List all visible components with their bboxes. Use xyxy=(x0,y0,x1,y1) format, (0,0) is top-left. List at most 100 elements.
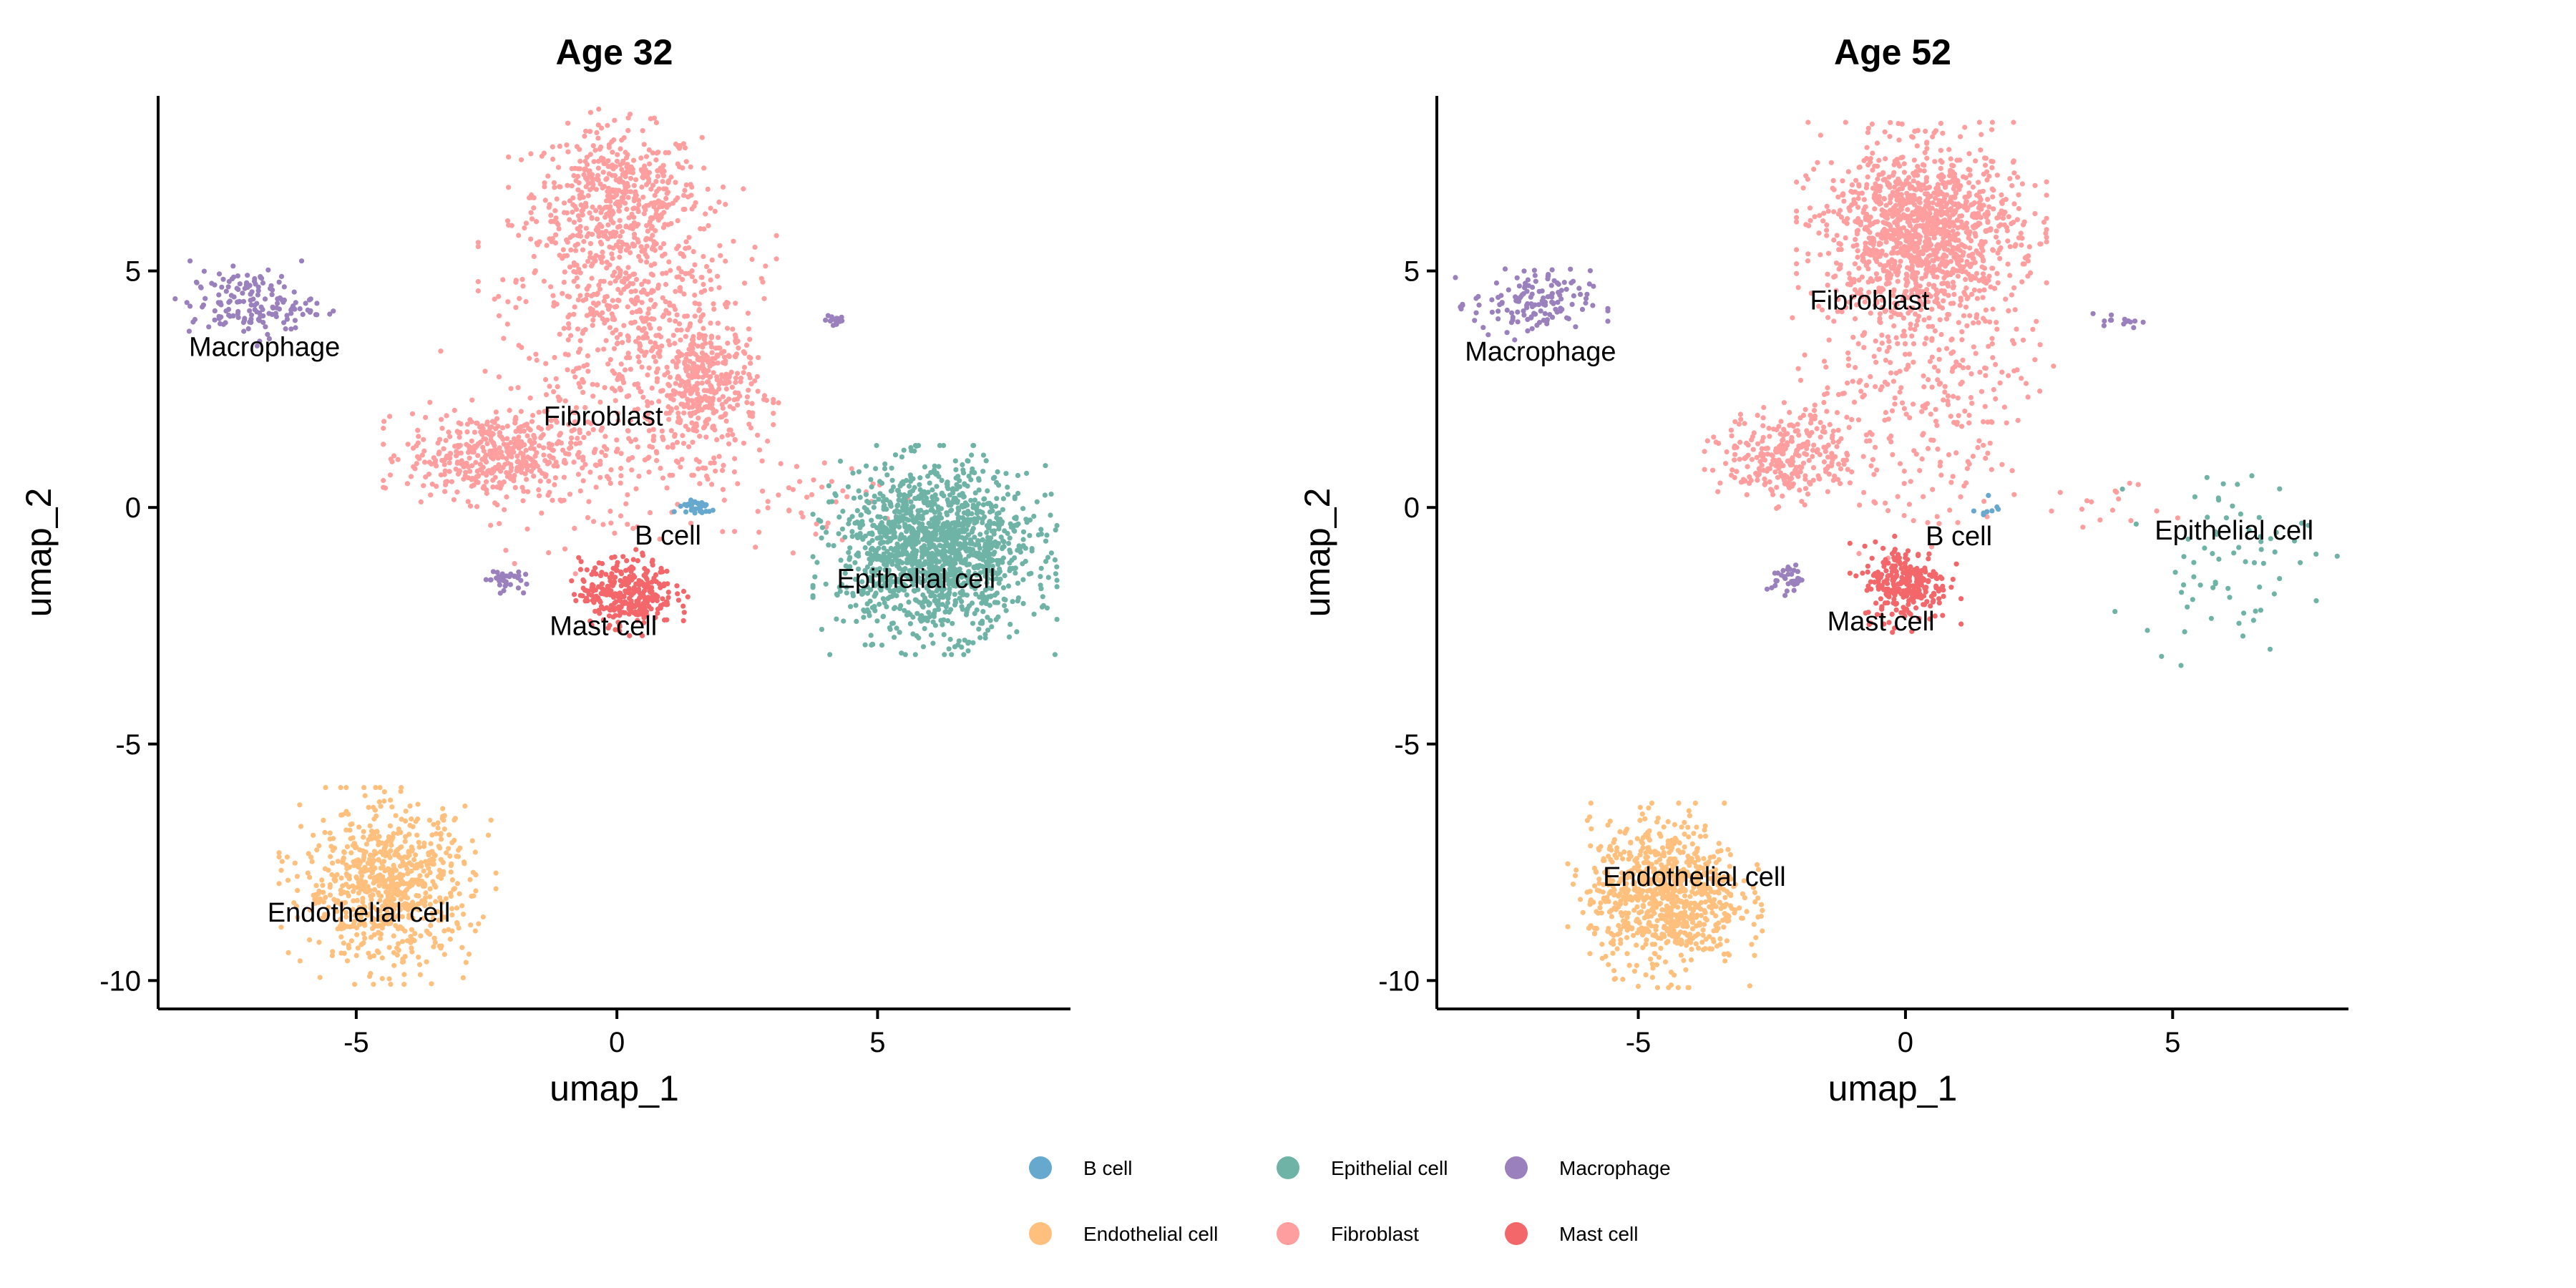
point-endothelial-cell xyxy=(447,853,453,859)
point-fibroblast xyxy=(840,488,846,494)
point-epithelial-cell xyxy=(874,443,879,449)
point-fibroblast xyxy=(601,346,607,352)
point-endothelial-cell xyxy=(406,860,412,866)
point-fibroblast xyxy=(624,242,630,248)
point-fibroblast xyxy=(474,420,480,426)
point-fibroblast xyxy=(530,412,536,419)
point-epithelial-cell xyxy=(992,600,997,605)
point-fibroblast xyxy=(520,283,526,289)
point-fibroblast xyxy=(533,351,539,357)
point-epithelial-cell xyxy=(889,477,895,483)
point-fibroblast xyxy=(643,331,649,336)
point-macrophage xyxy=(240,291,245,296)
point-fibroblast xyxy=(483,479,489,484)
point-fibroblast xyxy=(632,235,638,240)
point-fibroblast xyxy=(678,250,683,256)
point-epithelial-cell xyxy=(864,499,870,504)
point-epithelial-cell xyxy=(955,499,960,505)
point-fibroblast xyxy=(696,415,701,421)
point-fibroblast xyxy=(717,243,723,248)
point-fibroblast xyxy=(711,370,716,376)
point-fibroblast xyxy=(709,482,715,487)
point-fibroblast xyxy=(611,346,618,351)
point-epithelial-cell xyxy=(944,510,950,516)
point-endothelial-cell xyxy=(421,840,427,846)
point-epithelial-cell xyxy=(829,499,835,504)
point-mast-cell xyxy=(578,559,584,565)
point-fibroblast xyxy=(625,127,631,133)
point-fibroblast xyxy=(687,323,693,329)
point-fibroblast xyxy=(678,464,683,470)
point-fibroblast xyxy=(714,437,720,443)
point-mast-cell xyxy=(604,592,610,597)
point-fibroblast xyxy=(687,358,693,364)
point-epithelial-cell xyxy=(856,488,862,494)
point-fibroblast xyxy=(608,204,613,210)
point-fibroblast xyxy=(675,161,680,167)
point-fibroblast xyxy=(543,392,550,398)
point-fibroblast xyxy=(572,165,578,171)
point-fibroblast xyxy=(597,474,603,480)
point-fibroblast xyxy=(639,248,645,254)
point-fibroblast xyxy=(732,529,738,535)
point-epithelial-cell xyxy=(907,612,913,618)
point-epithelial-cell xyxy=(956,527,962,533)
point-macrophage xyxy=(197,284,203,290)
point-macrophage xyxy=(253,281,258,287)
point-endothelial-cell xyxy=(284,854,290,860)
point-fibroblast xyxy=(657,353,663,359)
point-epithelial-cell xyxy=(887,499,893,505)
point-fibroblast xyxy=(561,279,567,286)
point-fibroblast xyxy=(554,196,560,202)
point-fibroblast xyxy=(547,236,552,242)
point-fibroblast xyxy=(703,211,708,217)
point-fibroblast xyxy=(673,318,678,324)
point-endothelial-cell xyxy=(415,877,421,883)
point-fibroblast xyxy=(416,434,421,439)
point-epithelial-cell xyxy=(869,641,875,648)
point-macrophage xyxy=(501,587,507,594)
point-fibroblast xyxy=(695,364,701,370)
point-fibroblast xyxy=(716,381,722,387)
point-epithelial-cell xyxy=(921,599,927,605)
point-fibroblast xyxy=(663,281,669,288)
point-fibroblast xyxy=(608,357,613,363)
point-fibroblast xyxy=(718,372,725,378)
point-endothelial-cell xyxy=(449,877,456,883)
point-fibroblast xyxy=(691,341,697,347)
point-fibroblast xyxy=(633,192,639,198)
point-mast-cell xyxy=(584,567,590,572)
point-fibroblast xyxy=(711,460,717,466)
point-fibroblast xyxy=(735,481,741,487)
point-epithelial-cell xyxy=(1042,492,1048,498)
point-macrophage xyxy=(245,273,250,278)
point-fibroblast xyxy=(650,233,655,238)
point-fibroblast xyxy=(587,129,593,135)
point-macrophage xyxy=(830,323,836,328)
point-endothelial-cell xyxy=(316,940,322,945)
point-epithelial-cell xyxy=(983,600,989,607)
point-endothelial-cell xyxy=(341,855,346,861)
point-endothelial-cell xyxy=(415,801,421,807)
point-fibroblast xyxy=(774,233,779,238)
point-fibroblast xyxy=(581,238,587,245)
point-endothelial-cell xyxy=(286,950,291,955)
point-epithelial-cell xyxy=(963,535,969,541)
point-fibroblast xyxy=(666,311,672,316)
point-fibroblast xyxy=(438,348,444,354)
point-epithelial-cell xyxy=(949,545,955,551)
point-endothelial-cell xyxy=(348,836,353,841)
point-epithelial-cell xyxy=(965,648,971,654)
point-fibroblast xyxy=(710,396,716,401)
point-endothelial-cell xyxy=(341,940,346,946)
point-macrophage xyxy=(248,302,254,308)
point-endothelial-cell xyxy=(361,829,366,834)
point-epithelial-cell xyxy=(1040,594,1045,600)
point-fibroblast xyxy=(577,338,583,343)
point-endothelial-cell xyxy=(406,831,412,837)
point-fibroblast xyxy=(600,170,606,175)
point-fibroblast xyxy=(654,376,660,381)
point-fibroblast xyxy=(667,342,673,348)
point-fibroblast xyxy=(680,441,687,447)
